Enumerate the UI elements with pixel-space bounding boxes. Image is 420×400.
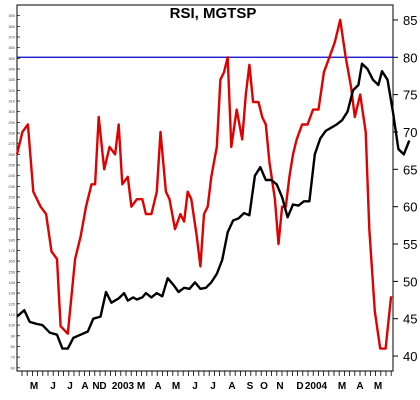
right-tick-label: 80 bbox=[403, 50, 417, 65]
x-tick-label: 2003 bbox=[112, 381, 135, 392]
left-tick-label: 260 bbox=[8, 152, 15, 157]
left-tick-label: 70 bbox=[11, 355, 16, 360]
x-tick-label: D bbox=[296, 381, 303, 392]
x-tick-label: 2004 bbox=[305, 381, 328, 392]
left-tick-label: 190 bbox=[8, 227, 15, 232]
plot-frame bbox=[16, 4, 394, 372]
left-tick-label: 340 bbox=[8, 67, 15, 72]
left-tick-label: 220 bbox=[8, 195, 15, 200]
left-tick-label: 210 bbox=[8, 205, 15, 210]
left-tick-label: 100 bbox=[8, 323, 15, 328]
left-tick-label: 280 bbox=[8, 131, 15, 136]
left-tick-label: 140 bbox=[8, 280, 15, 285]
x-tick-label: J bbox=[50, 381, 56, 392]
right-tick-label: 70 bbox=[403, 125, 417, 140]
left-tick-label: 60 bbox=[11, 365, 16, 370]
x-tick-label: O bbox=[260, 381, 268, 392]
x-tick-label: A bbox=[154, 381, 161, 392]
left-tick-label: 160 bbox=[8, 259, 15, 264]
x-tick-label: A bbox=[81, 381, 88, 392]
x-tick-label: J bbox=[192, 381, 198, 392]
left-tick-label: 230 bbox=[8, 184, 15, 189]
right-tick-label: 65 bbox=[403, 162, 417, 177]
left-tick-label: 110 bbox=[9, 312, 16, 317]
left-tick-label: 390 bbox=[8, 13, 15, 18]
x-tick-label: A bbox=[356, 381, 363, 392]
x-tick-label: S bbox=[247, 381, 254, 392]
left-tick-label: 380 bbox=[8, 24, 15, 29]
rsi-series-line bbox=[15, 18, 393, 350]
x-tick-label: M bbox=[338, 381, 346, 392]
price-series-line bbox=[16, 62, 411, 350]
chart-title: RSI, MGTSP bbox=[170, 5, 257, 22]
left-tick-label: 240 bbox=[8, 173, 15, 178]
right-tick-label: 75 bbox=[403, 88, 417, 103]
left-tick-label: 300 bbox=[8, 109, 15, 114]
left-tick-label: 350 bbox=[8, 56, 15, 61]
left-tick-label: 180 bbox=[8, 237, 15, 242]
left-tick-label: 120 bbox=[8, 301, 15, 306]
x-tick-label: J bbox=[67, 381, 73, 392]
right-tick-label: 55 bbox=[403, 237, 417, 252]
left-tick-label: 250 bbox=[8, 163, 15, 168]
left-tick-label: 80 bbox=[11, 344, 16, 349]
x-tick-label: M bbox=[172, 381, 180, 392]
left-tick-label: 90 bbox=[11, 333, 16, 338]
left-tick-label: 200 bbox=[8, 216, 15, 221]
x-tick-label: N bbox=[276, 381, 283, 392]
left-tick-label: 310 bbox=[8, 99, 15, 104]
right-tick-label: 45 bbox=[403, 312, 417, 327]
left-tick-label: 170 bbox=[8, 248, 15, 253]
x-tick-label: J bbox=[210, 381, 216, 392]
left-tick-label: 130 bbox=[8, 291, 15, 296]
left-tick-label: 320 bbox=[8, 88, 15, 93]
right-tick-label: 40 bbox=[403, 349, 417, 364]
left-tick-label: 270 bbox=[8, 141, 15, 146]
left-tick-label: 360 bbox=[8, 45, 15, 50]
x-tick-label: A bbox=[228, 381, 235, 392]
x-tick-label: M bbox=[30, 381, 38, 392]
left-tick-label: 370 bbox=[8, 35, 15, 40]
right-tick-label: 50 bbox=[403, 274, 417, 289]
left-tick-label: 150 bbox=[8, 269, 15, 274]
right-tick-label: 85 bbox=[403, 13, 417, 28]
left-tick-label: 290 bbox=[8, 120, 15, 125]
x-tick-label: D bbox=[99, 381, 106, 392]
left-tick-label: 330 bbox=[8, 77, 15, 82]
x-tick-label: N bbox=[92, 381, 99, 392]
x-tick-label: M bbox=[374, 381, 382, 392]
x-tick-label: M bbox=[137, 381, 145, 392]
right-tick-label: 60 bbox=[403, 200, 417, 215]
